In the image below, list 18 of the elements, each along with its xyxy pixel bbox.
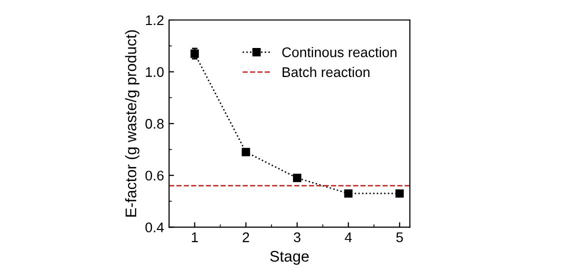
- point: [344, 189, 353, 198]
- y-tick-label: 1.0: [146, 67, 164, 77]
- y-tick-label: 0.6: [145, 170, 164, 181]
- x-tick-label: 3: [294, 232, 300, 242]
- point: [292, 174, 302, 182]
- point: [395, 189, 404, 198]
- x-tick-label: 1: [192, 232, 198, 242]
- legend-label: Batch reaction: [282, 66, 370, 78]
- y-tick-label: 1.2: [146, 15, 164, 26]
- point: [242, 148, 250, 156]
- y-tick-label: 0.4: [145, 222, 164, 232]
- x-axis-title: Stage: [270, 250, 309, 265]
- x-tick-label: 5: [396, 232, 403, 242]
- y-axis-title: E-factor (g waste/g product): [125, 30, 140, 217]
- x-tick-label: 4: [344, 232, 352, 242]
- x-tick-label: 2: [242, 232, 250, 242]
- legend-label: Continous reaction: [282, 47, 396, 58]
- y-tick-label: 0.8: [145, 118, 164, 129]
